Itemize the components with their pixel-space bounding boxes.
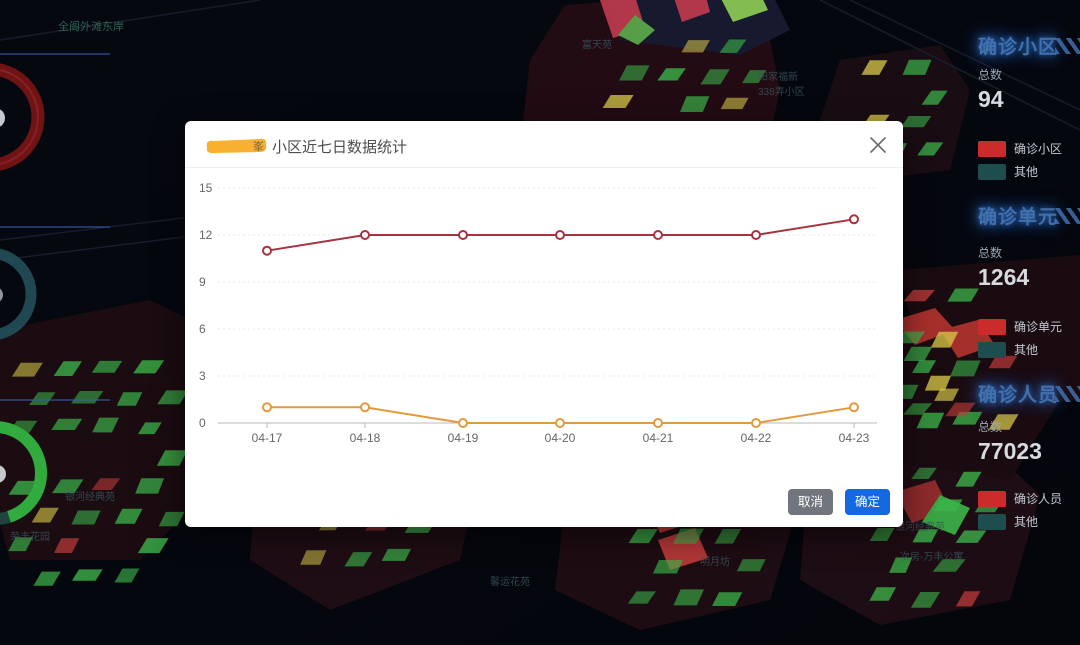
svg-text:银河经典苑: 银河经典苑 bbox=[65, 490, 115, 503]
svg-text:明月坊: 明月坊 bbox=[700, 555, 730, 568]
svg-text:04-17: 04-17 bbox=[252, 431, 283, 445]
svg-text:0: 0 bbox=[199, 416, 206, 430]
svg-text:04-21: 04-21 bbox=[643, 431, 674, 445]
svg-text:04-22: 04-22 bbox=[741, 431, 772, 445]
svg-text:15: 15 bbox=[199, 181, 213, 195]
svg-text:338弄小区: 338弄小区 bbox=[758, 86, 805, 98]
svg-text:荣丰花园: 荣丰花园 bbox=[10, 530, 50, 543]
svg-text:6: 6 bbox=[199, 322, 206, 336]
svg-text:04-20: 04-20 bbox=[545, 431, 576, 445]
svg-text:富天苑: 富天苑 bbox=[582, 38, 612, 51]
svg-text:04-19: 04-19 bbox=[448, 431, 479, 445]
svg-text:04-18: 04-18 bbox=[350, 431, 381, 445]
svg-text:12: 12 bbox=[199, 228, 213, 242]
svg-text:馨运花苑: 馨运花苑 bbox=[490, 575, 530, 588]
svg-text:次房-万丰公寓: 次房-万丰公寓 bbox=[900, 550, 963, 563]
svg-text:全阁外滩东岸: 全阁外滩东岸 bbox=[58, 19, 124, 33]
svg-text:3: 3 bbox=[199, 369, 206, 383]
svg-text:峯: 峯 bbox=[253, 140, 264, 153]
svg-text:9: 9 bbox=[199, 275, 206, 289]
svg-text:04-23: 04-23 bbox=[839, 431, 870, 445]
svg-text:阳家福新: 阳家福新 bbox=[758, 70, 798, 83]
